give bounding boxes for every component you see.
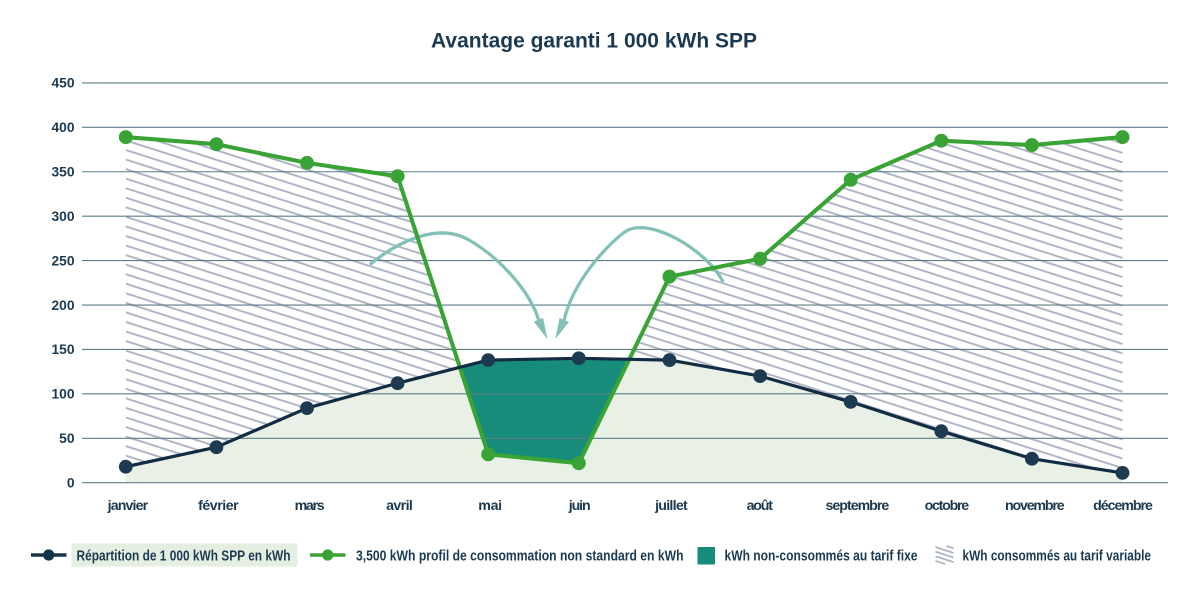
svg-text:kWh non-consommés au tarif fix: kWh non-consommés au tarif fixe xyxy=(725,548,918,565)
svg-text:Répartition de 1 000 kWh SPP e: Répartition de 1 000 kWh SPP en kWh xyxy=(77,548,291,565)
svg-text:Avantage garanti 1 000 kWh SPP: Avantage garanti 1 000 kWh SPP xyxy=(431,29,757,53)
svg-text:kWh consommés au tarif variabl: kWh consommés au tarif variable xyxy=(963,548,1152,565)
svg-text:250: 250 xyxy=(51,253,74,268)
svg-text:350: 350 xyxy=(51,165,74,180)
svg-text:mars: mars xyxy=(295,498,325,514)
svg-text:50: 50 xyxy=(59,431,75,446)
svg-text:mai: mai xyxy=(478,498,502,514)
svg-text:janvier: janvier xyxy=(107,498,149,514)
svg-text:200: 200 xyxy=(51,298,74,313)
svg-text:100: 100 xyxy=(51,387,74,402)
svg-text:150: 150 xyxy=(51,342,74,357)
svg-text:octobre: octobre xyxy=(925,498,970,514)
svg-text:juin: juin xyxy=(568,498,591,514)
svg-text:novembre: novembre xyxy=(1005,498,1065,514)
svg-text:300: 300 xyxy=(51,209,74,224)
svg-text:400: 400 xyxy=(51,120,74,135)
svg-text:450: 450 xyxy=(51,76,74,91)
svg-text:juillet: juillet xyxy=(654,498,688,514)
svg-text:septembre: septembre xyxy=(826,498,890,514)
svg-text:3,500 kWh profil de consommati: 3,500 kWh profil de consommation non sta… xyxy=(356,548,684,565)
svg-text:décembre: décembre xyxy=(1093,498,1153,514)
svg-text:0: 0 xyxy=(67,476,75,491)
svg-text:août: août xyxy=(747,498,774,514)
svg-text:février: février xyxy=(198,498,239,514)
svg-text:avril: avril xyxy=(386,498,413,514)
